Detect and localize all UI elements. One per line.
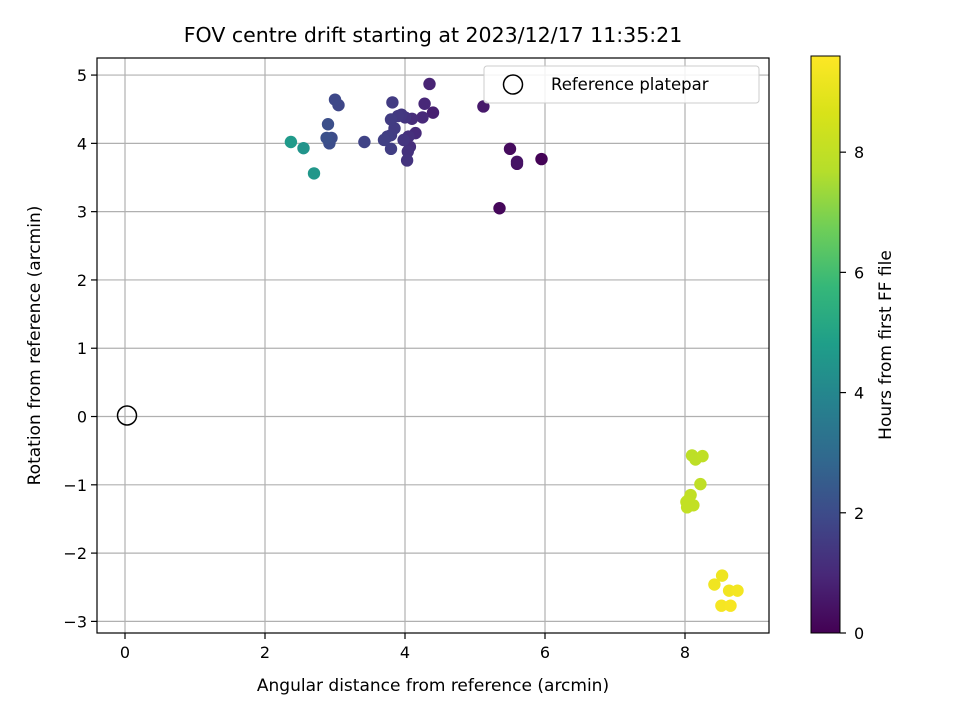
x-tick-label: 6 [540, 643, 550, 662]
plot-frame [96, 57, 770, 634]
data-point [397, 133, 410, 147]
colorbar-tick-label: 4 [854, 384, 864, 403]
data-point [384, 142, 398, 156]
data-point [284, 135, 298, 149]
y-tick-label: −1 [63, 476, 87, 495]
y-tick-label: 3 [77, 203, 87, 222]
data-point [535, 152, 548, 166]
y-tick-label: 4 [77, 134, 87, 153]
colorbar-gradient [810, 55, 841, 634]
y-tick-label: −2 [63, 544, 87, 563]
legend-box [483, 65, 760, 104]
data-point [426, 106, 440, 119]
x-tick-label: 8 [680, 643, 690, 662]
data-point [503, 142, 517, 156]
data-point [694, 477, 707, 491]
legend-marker [502, 74, 524, 95]
y-axis-label: Rotation from reference (arcmin) [25, 206, 45, 486]
data-point [386, 96, 399, 109]
x-tick-label: 4 [400, 643, 410, 662]
data-point [307, 167, 321, 180]
data-point [510, 155, 524, 169]
data-point [724, 599, 737, 612]
data-point [418, 97, 431, 110]
legend: Reference platepar [483, 65, 760, 104]
y-tick-label: 0 [77, 408, 87, 427]
data-point [358, 135, 371, 149]
data-points [284, 77, 744, 612]
data-point [493, 202, 506, 215]
x-tick-label: 2 [260, 643, 270, 662]
data-point [377, 133, 391, 147]
data-point [680, 501, 694, 514]
legend-entry-label: Reference platepar [551, 75, 709, 94]
data-point [731, 584, 744, 597]
colorbar-tick-label: 2 [854, 504, 864, 523]
y-tick-label: −3 [63, 612, 87, 631]
data-point [297, 141, 310, 155]
chart-title: FOV centre drift starting at 2023/12/17 … [184, 23, 683, 47]
y-tick-label: 1 [77, 339, 87, 358]
y-tick-label: 2 [77, 271, 87, 290]
data-point [423, 77, 436, 91]
data-point [320, 131, 333, 145]
colorbar-tick-label: 0 [854, 624, 864, 643]
data-point [328, 93, 342, 106]
data-point [400, 154, 414, 167]
data-point [416, 111, 429, 124]
colorbar-label: Hours from first FF file [876, 250, 896, 440]
colorbar-tick-label: 8 [854, 143, 864, 162]
reference-platepar-marker [116, 405, 138, 426]
x-tick-label: 0 [120, 643, 130, 662]
x-axis-label: Angular distance from reference (arcmin) [257, 676, 609, 696]
data-point [696, 449, 709, 463]
grid [97, 58, 769, 633]
data-point [715, 569, 729, 582]
data-point [715, 599, 728, 612]
colorbar: 0 2 4 6 8 Hours from first FF file [810, 55, 896, 643]
colorbar-tick-label: 6 [854, 263, 864, 282]
x-axis-ticks: 0 2 4 6 8 [120, 633, 690, 662]
y-axis-ticks: −3 −2 −1 0 1 2 3 4 5 [63, 66, 97, 631]
colorbar-ticks: 0 2 4 6 8 [840, 143, 864, 643]
data-point [708, 578, 721, 591]
data-point [384, 113, 398, 126]
data-point [401, 145, 414, 158]
data-point [321, 118, 335, 131]
y-tick-label: 5 [77, 66, 87, 85]
